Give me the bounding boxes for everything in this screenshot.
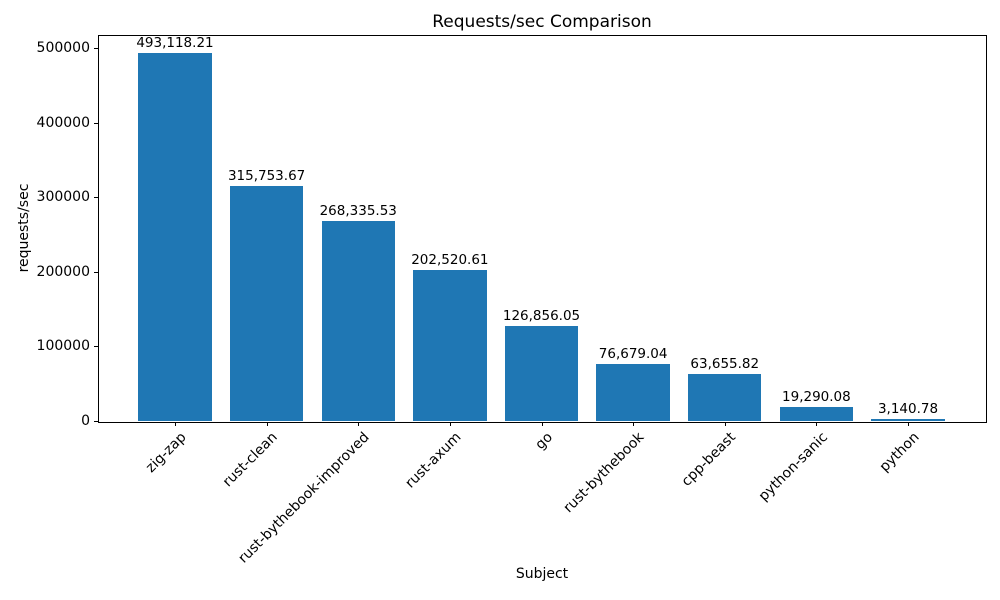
- x-tick-label: python: [876, 429, 923, 476]
- bar-value-label: 19,290.08: [782, 388, 851, 405]
- x-tick-mark: [174, 422, 176, 426]
- y-tick-mark: [94, 48, 98, 50]
- bar-value-label: 315,753.67: [227, 167, 306, 184]
- bar-value-label: 268,335.53: [319, 202, 397, 219]
- x-tick-mark: [908, 422, 910, 426]
- y-tick-mark: [94, 346, 98, 348]
- x-tick-mark: [541, 422, 543, 426]
- bar-value-label: 202,520.61: [411, 252, 489, 269]
- x-tick-mark: [724, 422, 726, 426]
- x-tick-label: rust-bythebook: [560, 429, 648, 517]
- x-tick-label: cpp-beast: [678, 429, 740, 490]
- bar: [138, 53, 212, 421]
- x-axis-label: Subject: [515, 566, 569, 582]
- x-tick-mark: [633, 422, 635, 426]
- chart-title: Requests/sec Comparison: [432, 12, 652, 32]
- y-tick-label: 400000: [36, 114, 90, 131]
- y-tick-mark: [94, 122, 98, 124]
- y-tick-mark: [94, 421, 98, 422]
- bar-value-label: 493,118.21: [136, 35, 214, 52]
- x-tick-label: rust-clean: [220, 429, 282, 491]
- x-tick-label: zig-zap: [142, 429, 190, 476]
- x-tick-mark: [449, 422, 451, 426]
- y-tick-label: 500000: [36, 40, 90, 57]
- x-tick-mark: [266, 422, 268, 426]
- bar: [688, 373, 762, 421]
- bar: [596, 363, 670, 421]
- bar: [229, 185, 304, 421]
- bar: [413, 270, 487, 421]
- x-tick-mark: [358, 422, 360, 426]
- bar: [321, 220, 395, 421]
- x-tick-label: go: [532, 429, 557, 453]
- y-tick-label: 0: [81, 413, 90, 429]
- y-tick-label: 100000: [36, 338, 90, 355]
- bar: [779, 406, 854, 421]
- y-tick-label: 200000: [36, 263, 90, 280]
- y-tick-mark: [94, 271, 98, 273]
- x-tick-mark: [816, 422, 818, 426]
- bar-value-label: 63,655.82: [690, 355, 760, 372]
- y-tick-label: 300000: [36, 189, 90, 206]
- bar-value-label: 126,856.05: [502, 308, 581, 325]
- bar-value-label: 76,679.04: [598, 345, 668, 362]
- bar-value-label: 3,140.78: [877, 400, 939, 417]
- y-tick-mark: [94, 197, 98, 199]
- x-tick-label: python-sanic: [755, 429, 831, 505]
- bar: [871, 418, 945, 421]
- x-tick-label: rust-axum: [402, 429, 465, 492]
- bar: [504, 326, 579, 421]
